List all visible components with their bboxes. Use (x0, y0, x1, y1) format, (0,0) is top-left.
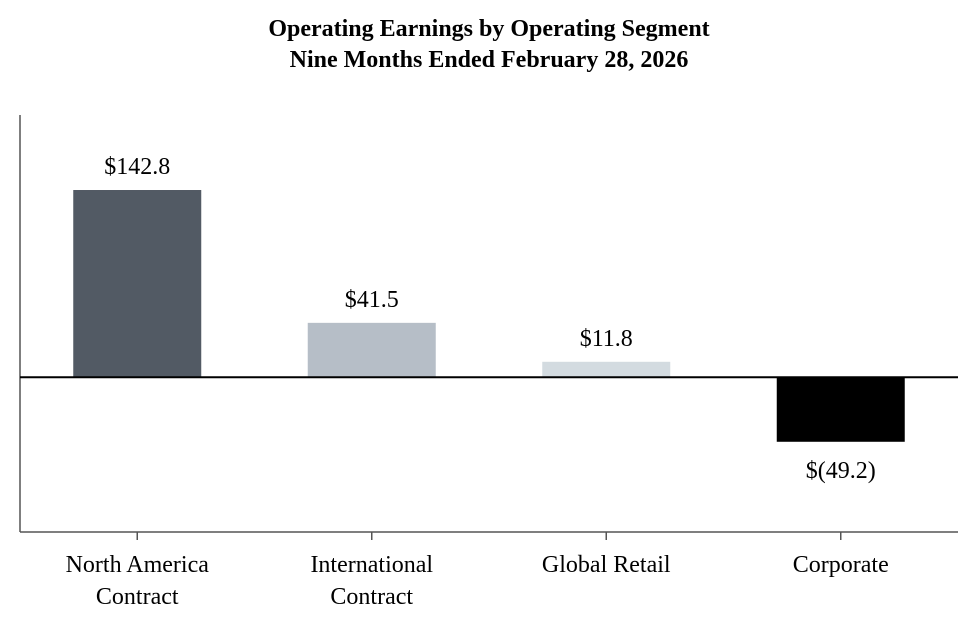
labels-group: $142.8 North America Contract $41.5 Internat… (66, 154, 889, 610)
chart-title-block: Operating Earnings by Operating Segment … (0, 14, 978, 76)
bar-1 (307, 322, 436, 378)
category-label-2: Global Retail (542, 552, 671, 578)
data-label-0: $142.8 (104, 154, 170, 180)
bar-3 (776, 377, 905, 442)
ticks-group (136, 532, 842, 540)
category-label-3: Corporate (793, 552, 889, 578)
data-label-2: $11.8 (580, 326, 633, 352)
bar-2 (542, 361, 671, 378)
bar-0 (73, 190, 202, 378)
category-label-line: Contract (96, 584, 179, 610)
category-label-line: International (310, 552, 433, 578)
category-label-line: Global Retail (542, 552, 671, 578)
category-label-0: North America Contract (66, 552, 210, 610)
data-label-3: $(49.2) (806, 458, 876, 484)
category-label-line: North America (66, 552, 210, 578)
category-label-line: Corporate (793, 552, 889, 578)
chart-title: Operating Earnings by Operating Segment (268, 16, 710, 42)
category-label-1: International Contract (310, 552, 433, 610)
bars-group (73, 190, 905, 442)
chart-subtitle: Nine Months Ended February 28, 2026 (289, 47, 689, 73)
data-label-1: $41.5 (345, 287, 399, 313)
category-label-line: Contract (330, 584, 413, 610)
